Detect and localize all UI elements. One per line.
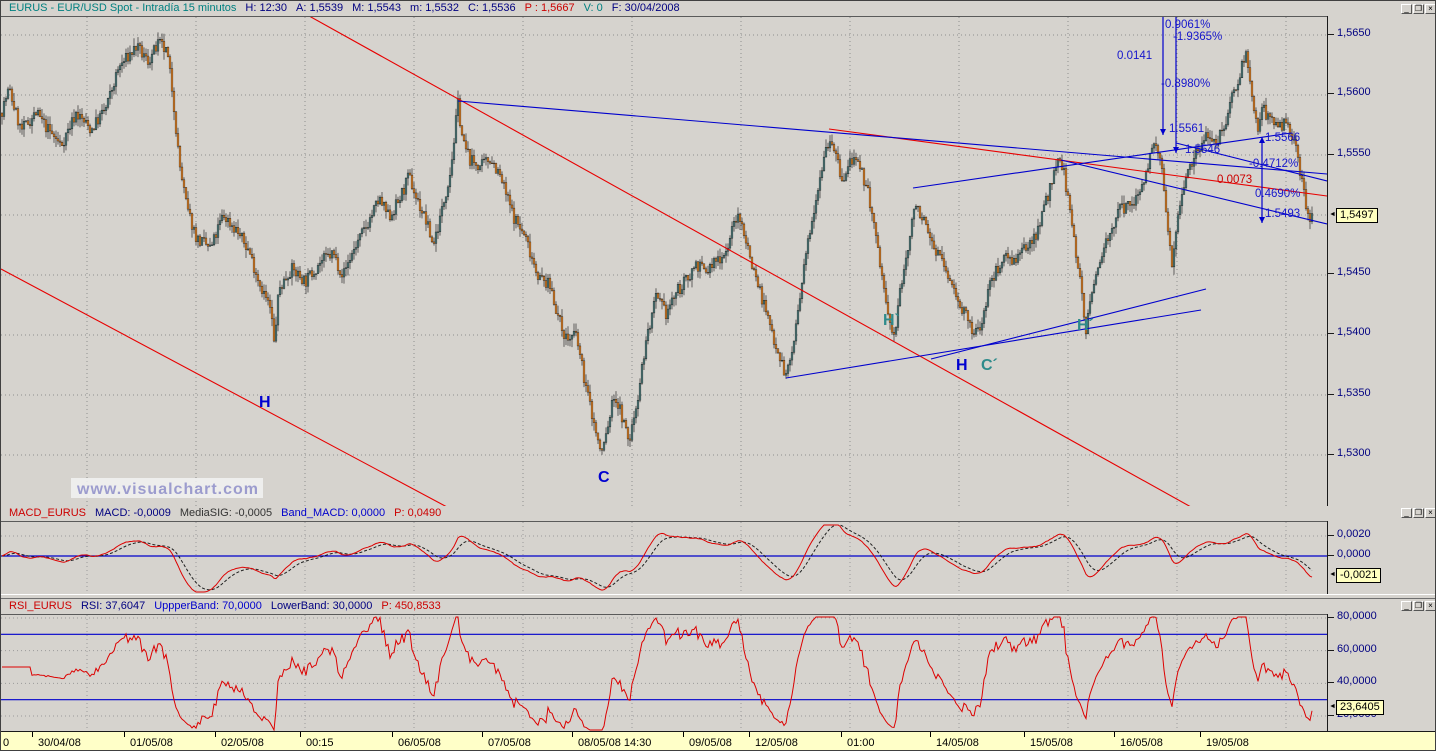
time-axis[interactable]: 0 30/04/08 01/05/08 02/05/08 00:15 06/05/08 07… (1, 731, 1435, 750)
title-segment: MediaSIG: -0,0005 (179, 507, 273, 519)
last-value-box: 23,6405 (1336, 700, 1384, 715)
date-label: 19/05/08 (1206, 737, 1249, 749)
maximize-button[interactable]: ❒ (1413, 601, 1424, 611)
date-label: 14/05/08 (936, 737, 979, 749)
axis-label: 1,5550 (1337, 147, 1371, 159)
price-pointer-icon: ◄ (1329, 571, 1336, 578)
minimize-button[interactable]: _ (1401, 601, 1412, 611)
main-chart-titlebar: EURUS - EUR/USD Spot - Intradía 15 minut… (1, 1, 1435, 16)
axis-label: 1,5350 (1337, 387, 1371, 399)
axis-label: 0,0020 (1337, 528, 1371, 540)
date-label: 07/05/08 (488, 737, 531, 749)
rsi-chart[interactable] (1, 614, 1327, 731)
axis-label: 60,0000 (1337, 643, 1377, 655)
axis-label: 1,5300 (1337, 447, 1371, 459)
close-button[interactable]: × (1425, 601, 1435, 611)
macd-chart[interactable] (1, 521, 1327, 594)
macd-titlebar: MACD_EURUS MACD: -0,0009 MediaSIG: -0,0005… (1, 506, 1435, 521)
wave-letter-label: C´ (981, 357, 998, 374)
title-segment: UppperBand: 70,0000 (154, 600, 262, 612)
title-segment: A: 1,5539 (296, 2, 344, 14)
title-segment: H: 12:30 (245, 2, 288, 14)
axis-label: 1,5400 (1337, 326, 1371, 338)
close-button[interactable]: × (1425, 508, 1435, 518)
date-label: 08/05/08 14:30 (578, 737, 652, 749)
title-segment: RSI: 37,6047 (80, 600, 146, 612)
date-label: 06/05/08 (398, 737, 441, 749)
title-segment: LowerBand: 30,0000 (270, 600, 373, 612)
wave-letter-label: H` (883, 312, 900, 329)
price-pointer-icon: ◄ (1329, 703, 1336, 710)
minimize-button[interactable]: _ (1401, 508, 1412, 518)
price-axis: 1,5650 1,5600 1,5550 1,5450 1,5400 1,5350 1,53… (1327, 16, 1435, 506)
axis-label: 1,5600 (1337, 86, 1371, 98)
price-pointer-icon: ◄ (1329, 211, 1336, 218)
date-label: 30/04/08 (38, 737, 81, 749)
close-button[interactable]: × (1425, 4, 1435, 14)
wave-letter-label: H´ (1077, 317, 1094, 334)
title-segment: Band_MACD: 0,0000 (281, 507, 386, 519)
date-label: 01:00 (847, 737, 875, 749)
maximize-button[interactable]: ❒ (1413, 4, 1424, 14)
axis-label: 1,5450 (1337, 266, 1371, 278)
measure-label: 0.0141 (1117, 50, 1152, 62)
measure-label: 1.5493 (1265, 208, 1300, 220)
title-segment: RSI_EURUS (9, 600, 72, 612)
measure-label: 1.5561 (1169, 123, 1204, 135)
minimize-button[interactable]: _ (1401, 4, 1412, 14)
main-window-controls: _ ❒ × (1401, 4, 1435, 14)
last-value-box: -0,0021 (1336, 568, 1382, 583)
title-segment: F: 30/04/2008 (611, 2, 680, 14)
macd-axis: 0,0020 0,0000 -0,0021 ◄ (1327, 521, 1435, 594)
last-value-box: 1,5497 (1336, 208, 1378, 223)
title-segment: P: 0,0490 (394, 507, 442, 519)
panel-separator[interactable] (1, 594, 1435, 599)
date-label: 0 (3, 737, 10, 749)
wave-letter-label: H (259, 394, 271, 411)
maximize-button[interactable]: ❒ (1413, 508, 1424, 518)
main-price-chart[interactable]: www.visualchart.com 0.9061% -1.9365% 0.0141… (1, 16, 1327, 506)
title-segment: P : 1,5667 (524, 2, 575, 14)
measure-label: 0.0073 (1217, 174, 1252, 186)
title-segment: C: 1,5536 (467, 2, 516, 14)
axis-label: 1,5650 (1337, 27, 1371, 39)
date-label: 00:15 (306, 737, 334, 749)
measure-label: 0.4690% (1255, 188, 1300, 200)
date-label: 16/05/08 (1120, 737, 1163, 749)
wave-letter-label: C (598, 469, 610, 486)
measure-label: -0.8980% (1161, 78, 1210, 90)
rsi-titlebar: RSI_EURUS RSI: 37,6047 UppperBand: 70,0000… (1, 599, 1435, 614)
measure-label: -1.9365% (1173, 31, 1222, 43)
title-segment: M: 1,5543 (352, 2, 402, 14)
title-segment: m: 1,5532 (410, 2, 459, 14)
axis-label: 40,0000 (1337, 675, 1377, 687)
measure-label: 0.9061% (1165, 19, 1210, 31)
axis-label: 80,0000 (1337, 610, 1377, 622)
watermark: www.visualchart.com (76, 481, 259, 498)
wave-letter-label: H (956, 357, 968, 374)
axis-label: 0,0000 (1337, 548, 1371, 560)
measure-label: 1.5566 (1265, 132, 1300, 144)
date-label: 01/05/08 (130, 737, 173, 749)
date-label: 15/05/08 (1030, 737, 1073, 749)
title-segment: V: 0 (583, 2, 603, 14)
title-segment: P: 450,8533 (381, 600, 441, 612)
measure-label: -0.4712% (1249, 158, 1298, 170)
title-segment: MACD: -0,0009 (95, 507, 171, 519)
date-label: 09/05/08 (689, 737, 732, 749)
date-label: 12/05/08 (755, 737, 798, 749)
title-segment: EURUS - EUR/USD Spot - Intradía 15 minut… (9, 2, 237, 14)
date-label: 02/05/08 (221, 737, 264, 749)
title-segment: MACD_EURUS (9, 507, 87, 519)
measure-label: 1.5546 (1185, 144, 1220, 156)
macd-window-controls: _ ❒ × (1401, 508, 1435, 518)
rsi-window-controls: _ ❒ × (1401, 601, 1435, 611)
